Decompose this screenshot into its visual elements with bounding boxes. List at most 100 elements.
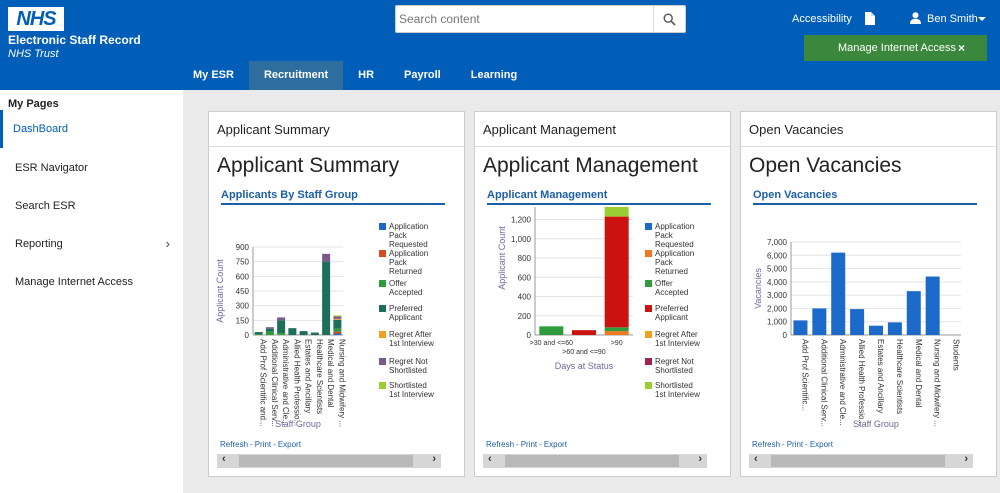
bar-segment[interactable] (277, 320, 286, 334)
chevron-down-icon[interactable] (978, 17, 986, 21)
tab-learning[interactable]: Learning (470, 69, 518, 81)
tab-payroll[interactable]: Payroll (404, 69, 441, 81)
legend-item[interactable]: Regret After 1st Interview (379, 330, 435, 348)
document-icon[interactable] (865, 12, 875, 25)
bar-segment[interactable] (277, 317, 286, 321)
y-axis-label: Applicant Count (215, 259, 225, 323)
bar-segment[interactable] (254, 332, 263, 335)
scroll-left-icon[interactable]: ‹ (754, 453, 758, 465)
bar-segment[interactable] (265, 331, 274, 335)
x-tick-label: Administrative and Cle... (281, 339, 290, 426)
scroll-right-icon[interactable]: › (964, 453, 968, 465)
bar[interactable] (812, 308, 827, 335)
legend-item[interactable]: Preferred Applicant (379, 304, 435, 322)
top-header: NHS Electronic Staff Record NHS Trust Ac… (0, 0, 1000, 90)
scroll-left-icon[interactable]: ‹ (222, 453, 226, 465)
tab-hr[interactable]: HR (358, 69, 375, 81)
sidebar-title: My Pages (8, 98, 59, 110)
panel-title: Open Vacancies (749, 122, 844, 137)
scroll-left-icon[interactable]: ‹ (488, 453, 492, 465)
bar-segment[interactable] (322, 253, 331, 262)
horizontal-scrollbar[interactable]: ‹ › (217, 453, 441, 468)
sidebar-item-search-esr[interactable]: Search ESR (15, 200, 76, 212)
legend-item[interactable]: Preferred Applicant (645, 304, 701, 322)
bar-segment[interactable] (572, 330, 596, 335)
legend-item[interactable]: Offer Accepted (645, 279, 701, 297)
bar-segment[interactable] (604, 216, 629, 328)
scroll-thumb[interactable] (505, 455, 679, 467)
bar-segment[interactable] (604, 327, 629, 332)
export-link[interactable]: Export (277, 440, 301, 449)
bar-segment[interactable] (254, 334, 263, 335)
bar-segment[interactable] (288, 328, 297, 335)
legend-item[interactable]: Shortlisted 1st Interview (379, 381, 435, 399)
bar-segment[interactable] (277, 333, 286, 335)
scroll-thumb[interactable] (771, 455, 945, 467)
nhs-logo[interactable]: NHS (8, 7, 64, 31)
legend-swatch (379, 280, 386, 287)
bar-segment[interactable] (333, 318, 342, 320)
sidebar-item-dashboard[interactable]: DashBoard (0, 110, 183, 148)
refresh-link[interactable]: Refresh (486, 440, 515, 449)
user-menu[interactable]: Ben Smith (927, 13, 978, 25)
bar-segment[interactable] (299, 331, 308, 335)
bar[interactable] (887, 322, 902, 335)
tab-recruitment[interactable]: Recruitment (248, 61, 344, 90)
divider (209, 146, 464, 147)
bar[interactable] (869, 325, 883, 335)
bar[interactable] (925, 276, 940, 335)
search-input[interactable] (396, 6, 654, 32)
print-link[interactable]: Print (520, 440, 538, 449)
bar-segment[interactable] (333, 328, 342, 332)
sidebar-item-reporting[interactable]: Reporting › (0, 225, 183, 263)
bar[interactable] (831, 252, 846, 335)
legend-swatch (379, 382, 386, 389)
legend-item[interactable]: Application Pack Requested (379, 222, 435, 249)
scroll-right-icon[interactable]: › (698, 453, 702, 465)
legend-item[interactable]: Application Pack Requested (645, 222, 701, 249)
legend-label: Offer Accepted (655, 279, 689, 297)
scroll-right-icon[interactable]: › (432, 453, 436, 465)
legend-item[interactable]: Shortlisted 1st Interview (645, 381, 701, 399)
close-icon[interactable]: × (957, 41, 965, 55)
panel-heading: Applicant Summary (217, 154, 400, 177)
bar-segment[interactable] (333, 315, 342, 317)
export-link[interactable]: Export (543, 440, 567, 449)
horizontal-scrollbar[interactable]: ‹ › (749, 453, 973, 468)
horizontal-scrollbar[interactable]: ‹ › (483, 453, 707, 468)
sidebar-item-esr-navigator[interactable]: ESR Navigator (15, 162, 88, 174)
bar-segment[interactable] (333, 319, 342, 329)
legend-item[interactable]: Regret After 1st Interview (645, 330, 701, 348)
sidebar-item-manage-internet-access[interactable]: Manage Internet Access (15, 276, 134, 288)
legend-item[interactable]: Offer Accepted (379, 279, 435, 297)
legend-swatch (645, 382, 652, 389)
bar-segment[interactable] (333, 331, 342, 334)
bar-segment[interactable] (322, 261, 331, 335)
tab-my-esr[interactable]: My ESR (193, 69, 234, 81)
bar[interactable] (850, 309, 865, 335)
bar-segment[interactable] (333, 316, 342, 319)
legend-item[interactable]: Regret Not Shortlisted (645, 357, 701, 375)
refresh-link[interactable]: Refresh (752, 440, 781, 449)
bar-segment[interactable] (604, 331, 629, 335)
legend-item[interactable]: Application Pack Returned (379, 249, 435, 276)
print-link[interactable]: Print (786, 440, 804, 449)
accessibility-link[interactable]: Accessibility (792, 13, 852, 25)
bar[interactable] (906, 291, 921, 335)
legend-item[interactable]: Regret Not Shortlisted (379, 357, 435, 375)
manage-internet-access-banner[interactable]: Manage Internet Access × (804, 35, 987, 61)
bar-segment[interactable] (265, 327, 274, 329)
scroll-thumb[interactable] (239, 455, 413, 467)
bar-segment[interactable] (310, 332, 319, 335)
legend-item[interactable]: Application Pack Returned (645, 249, 701, 276)
bar[interactable] (793, 320, 808, 335)
bar-segment[interactable] (265, 328, 274, 332)
bar-segment[interactable] (539, 326, 564, 335)
export-link[interactable]: Export (809, 440, 833, 449)
print-link[interactable]: Print (254, 440, 272, 449)
bar-segment[interactable] (604, 207, 629, 217)
refresh-link[interactable]: Refresh (220, 440, 249, 449)
bar-segment[interactable] (333, 333, 342, 335)
search-button[interactable] (653, 6, 685, 32)
chart-subtitle: Applicant Management (487, 189, 608, 201)
